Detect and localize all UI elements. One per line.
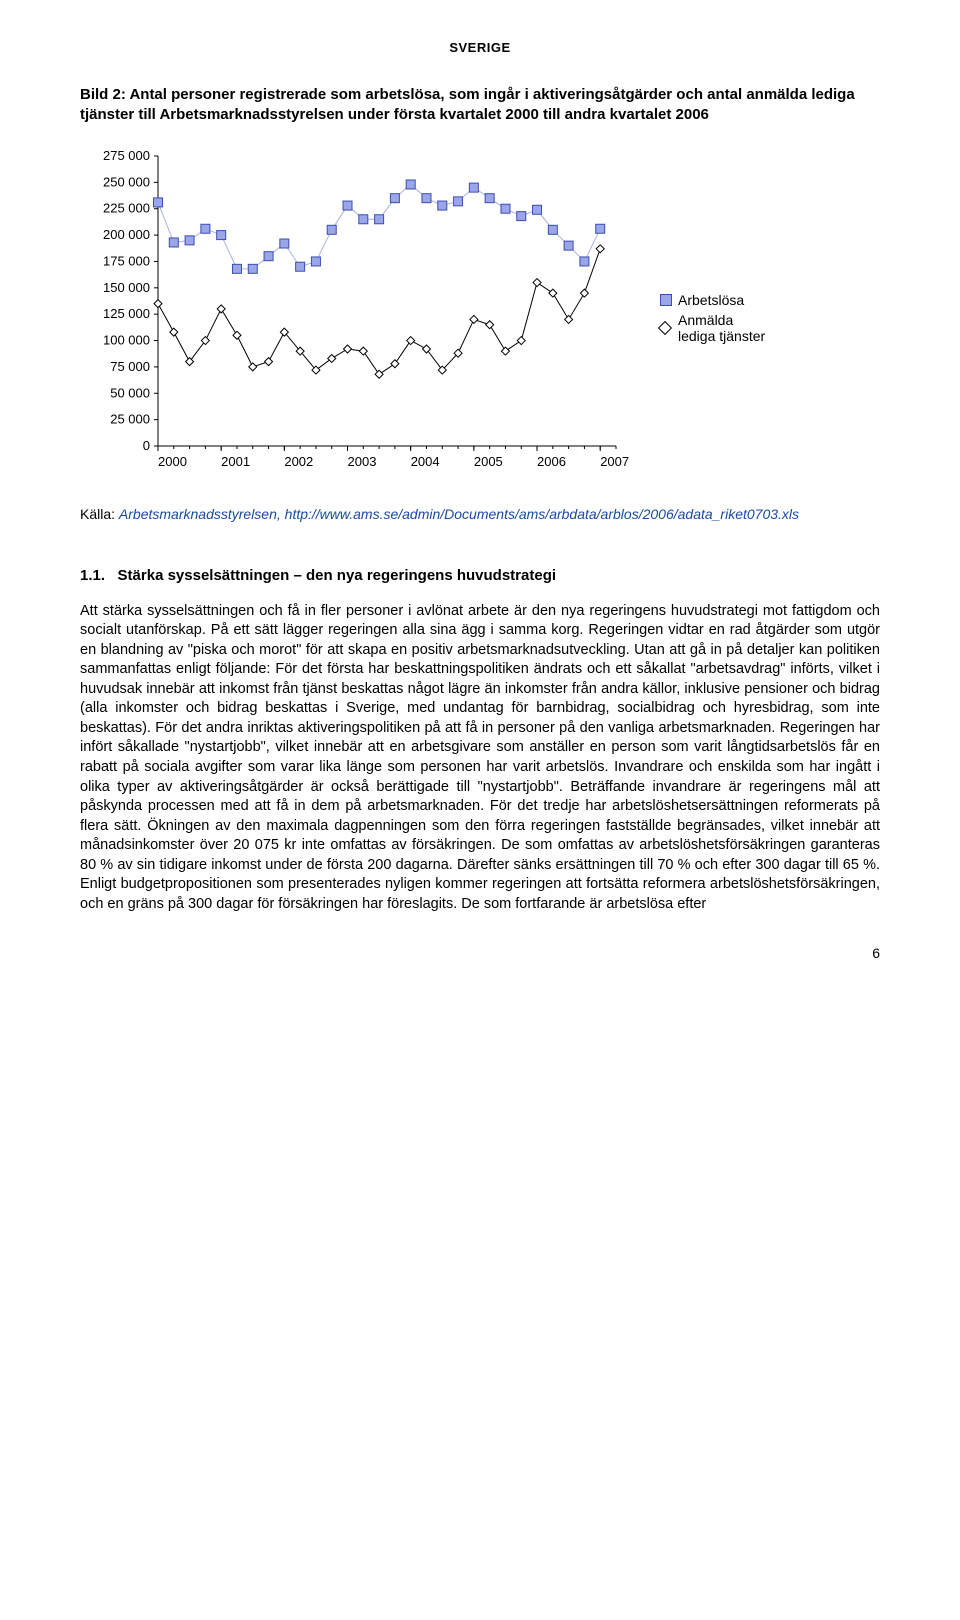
figure-caption: Bild 2: Antal personer registrerade som … — [80, 85, 880, 126]
svg-text:50 000: 50 000 — [110, 385, 150, 400]
svg-text:175 000: 175 000 — [103, 253, 150, 268]
legend-item-tjanster: Anmäldalediga tjänster — [660, 312, 765, 344]
svg-text:125 000: 125 000 — [103, 306, 150, 321]
chart-container: 0 25 000 50 000 75 000 100 000 125 000 150 000… — [80, 146, 880, 491]
svg-text:2000: 2000 — [158, 454, 187, 469]
section-number: 1.1. — [80, 567, 105, 584]
source-label: Källa: — [80, 506, 119, 522]
svg-text:200 000: 200 000 — [103, 227, 150, 242]
chart-legend: Arbetslösa Anmäldalediga tjänster — [660, 288, 765, 348]
section-heading: 1.1. Stärka sysselsättningen – den nya r… — [80, 567, 880, 584]
svg-text:150 000: 150 000 — [103, 279, 150, 294]
legend-label: Anmäldalediga tjänster — [678, 312, 765, 344]
svg-text:275 000: 275 000 — [103, 148, 150, 163]
body-paragraph: Att stärka sysselsättningen och få in fl… — [80, 602, 880, 915]
svg-text:2005: 2005 — [474, 454, 503, 469]
svg-text:2007: 2007 — [600, 454, 629, 469]
svg-text:2002: 2002 — [284, 454, 313, 469]
section-title: Stärka sysselsättningen – den nya regeri… — [118, 567, 556, 584]
figure-source: Källa: Arbetsmarknadsstyrelsen, http://w… — [80, 506, 880, 522]
svg-text:2004: 2004 — [411, 454, 440, 469]
svg-text:25 000: 25 000 — [110, 411, 150, 426]
chart-svg-slot: 0 25 000 50 000 75 000 100 000 125 000 150 000… — [80, 146, 640, 491]
svg-text:2003: 2003 — [348, 454, 377, 469]
svg-text:0: 0 — [143, 438, 150, 453]
diamond-marker-icon — [658, 321, 672, 335]
legend-item-arbetslosa: Arbetslösa — [660, 292, 765, 308]
svg-text:2006: 2006 — [537, 454, 566, 469]
svg-text:2001: 2001 — [221, 454, 250, 469]
page-header: SVERIGE — [80, 40, 880, 55]
legend-label: Arbetslösa — [678, 292, 744, 308]
svg-text:100 000: 100 000 — [103, 332, 150, 347]
page-number: 6 — [80, 945, 880, 961]
source-link-text: Arbetsmarknadsstyrelsen, http://www.ams.… — [119, 506, 799, 522]
svg-text:250 000: 250 000 — [103, 174, 150, 189]
square-marker-icon — [660, 294, 672, 306]
svg-text:225 000: 225 000 — [103, 200, 150, 215]
svg-text:75 000: 75 000 — [110, 358, 150, 373]
